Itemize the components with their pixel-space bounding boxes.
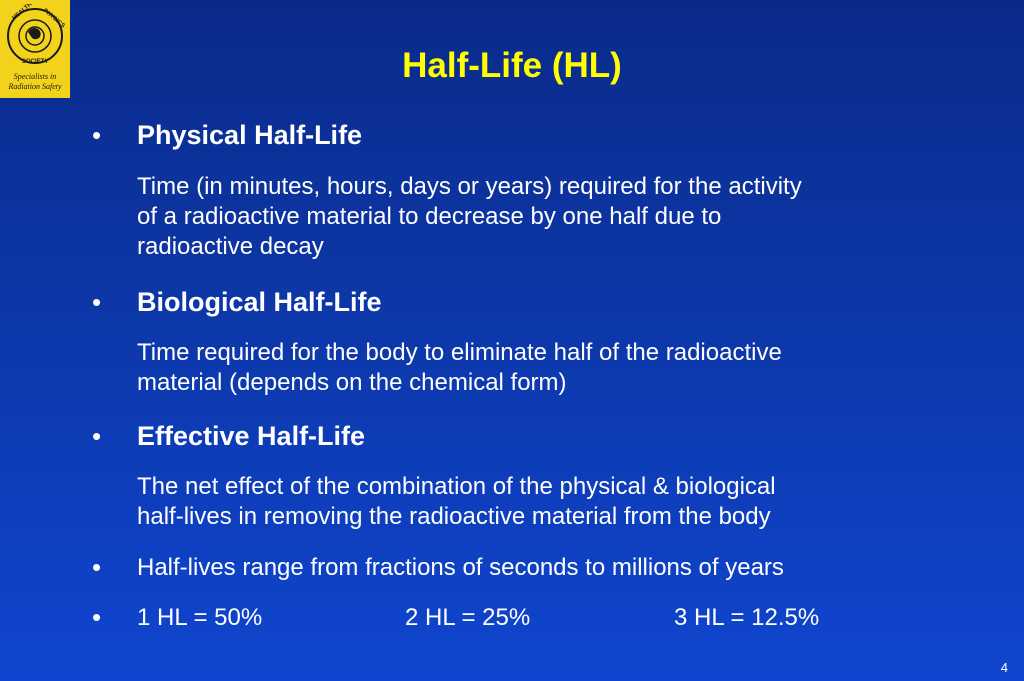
desc-line: radioactive decay: [137, 233, 324, 260]
health-physics-society-logo: HEALTH PHYSICS SOCIETY Specialists in Ra…: [0, 0, 70, 98]
society-seal-icon: HEALTH PHYSICS SOCIETY: [7, 4, 65, 65]
item-heading-physical: Physical Half-Life: [137, 120, 363, 150]
logo-tagline: Specialists in Radiation Safety: [0, 72, 70, 92]
desc-line: half-lives in removing the radioactive m…: [137, 503, 771, 530]
item-description-biological: Time required for the body to eliminate …: [137, 338, 977, 398]
hl-value-3: 3 HL = 12.5%: [674, 604, 820, 631]
desc-line: material (depends on the chemical form): [137, 369, 567, 396]
hl-value-1: 1 HL = 50%: [137, 604, 263, 631]
hl-value-2: 2 HL = 25%: [405, 604, 531, 631]
desc-line: Time required for the body to eliminate …: [137, 339, 782, 366]
item-heading-effective: Effective Half-Life: [137, 421, 366, 451]
desc-line: The net effect of the combination of the…: [137, 473, 776, 500]
bullet-dot-icon: •: [92, 552, 102, 582]
bullet-dot-icon: •: [92, 120, 102, 150]
item-description-effective: The net effect of the combination of the…: [137, 472, 977, 532]
bullet-dot-icon: •: [92, 602, 102, 632]
page-number: 4: [1000, 660, 1008, 675]
logo-tagline-line-1: Specialists in: [13, 72, 57, 81]
svg-text:HEALTH: HEALTH: [11, 4, 33, 22]
bullet-dot-icon: •: [92, 287, 102, 317]
svg-text:SOCIETY: SOCIETY: [22, 59, 48, 65]
item-heading-biological: Biological Half-Life: [137, 287, 382, 317]
desc-line: Time (in minutes, hours, days or years) …: [137, 173, 802, 200]
half-life-range-text: Half-lives range from fractions of secon…: [137, 554, 784, 581]
item-description-physical: Time (in minutes, hours, days or years) …: [137, 172, 977, 262]
bullet-dot-icon: •: [92, 421, 102, 451]
desc-line: of a radioactive material to decrease by…: [137, 203, 722, 230]
slide-title: Half-Life (HL): [402, 46, 622, 85]
svg-text:PHYSICS: PHYSICS: [42, 8, 65, 30]
logo-tagline-line-2: Radiation Safety: [8, 82, 62, 91]
